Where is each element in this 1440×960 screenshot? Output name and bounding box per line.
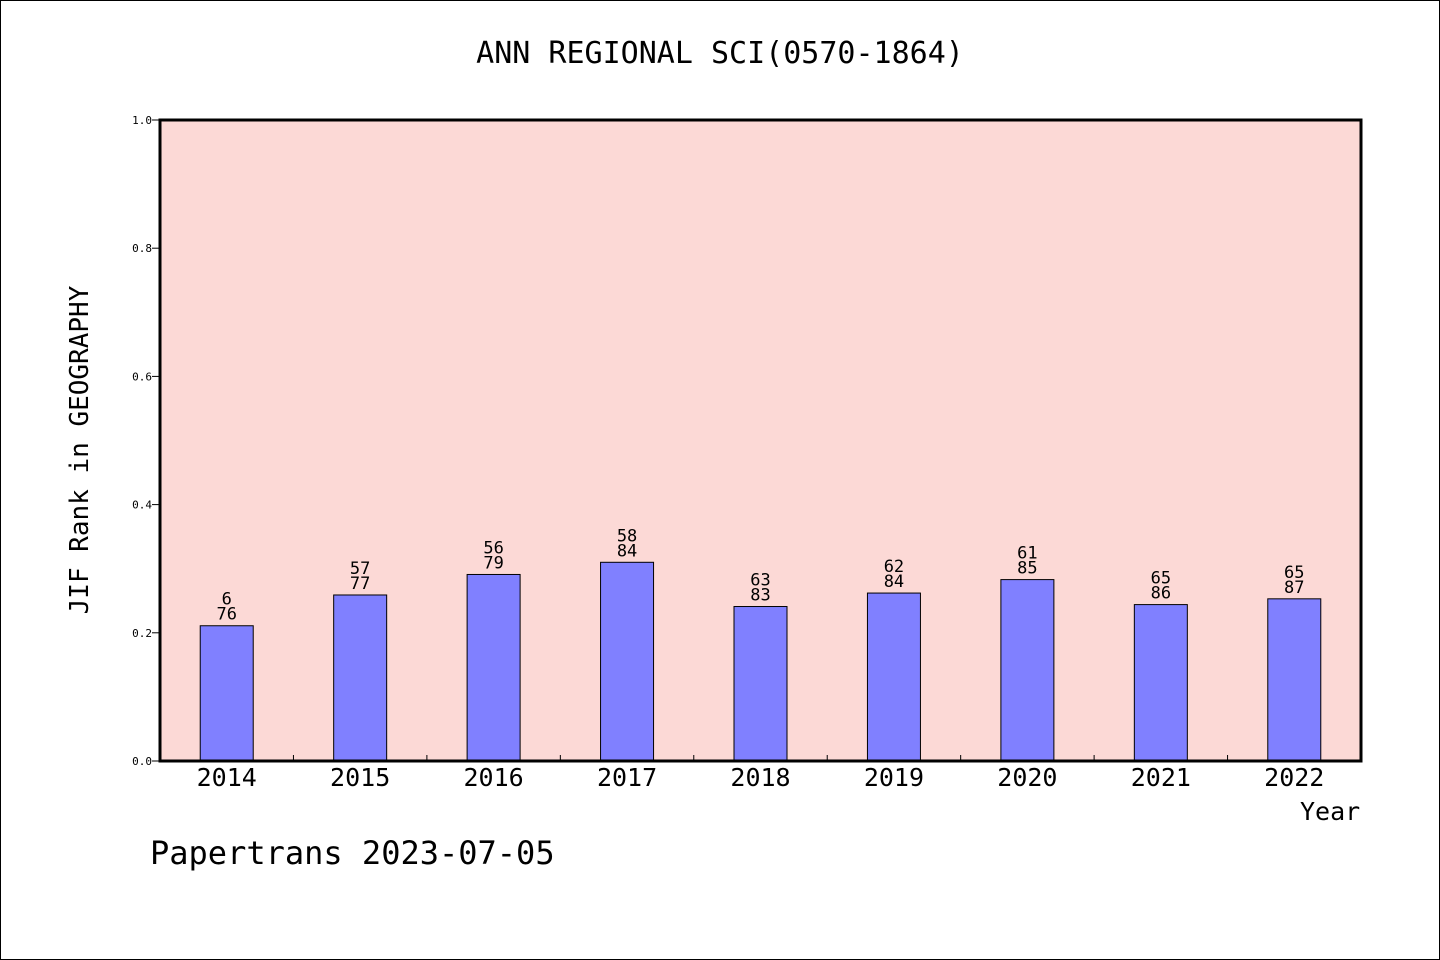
x-tick-label: 2018: [730, 763, 790, 792]
x-tick-label: 2020: [997, 763, 1057, 792]
bar-label-total: 84: [617, 541, 637, 561]
bar: [733, 606, 788, 762]
bar-label-rank: 65: [1284, 563, 1304, 583]
footer-credit: Papertrans 2023-07-05: [150, 834, 555, 872]
x-tick-label: 2021: [1131, 763, 1191, 792]
bar: [1133, 604, 1188, 762]
bar: [199, 625, 254, 762]
x-tick-label: 2022: [1264, 763, 1324, 792]
bar-label-total: 83: [750, 586, 770, 606]
plot-border: [158, 118, 1363, 763]
bar: [1000, 579, 1055, 762]
x-axis-label: Year: [1300, 797, 1361, 826]
bar-label-rank: 58: [617, 526, 637, 546]
bar-label-rank: 6: [222, 590, 232, 610]
bar-label-rank: 56: [483, 538, 503, 558]
y-tick-label: 0.6: [132, 370, 152, 383]
y-tick-label: 0.2: [132, 627, 152, 640]
x-tick-label: 2014: [197, 763, 257, 792]
bar-label-rank: 65: [1151, 569, 1171, 589]
bar: [333, 594, 388, 762]
bar: [600, 561, 655, 762]
y-tick-label: 0.8: [132, 242, 152, 255]
y-tick-label: 1.0: [132, 114, 152, 127]
x-tick-label: 2019: [864, 763, 924, 792]
bar-label-total: 79: [483, 553, 503, 573]
bar-label-total: 84: [884, 572, 904, 592]
bar-label-total: 85: [1017, 559, 1037, 579]
bar-label-total: 77: [350, 574, 370, 594]
bar-label-rank: 57: [350, 559, 370, 579]
bar-label-rank: 61: [1017, 544, 1037, 564]
chart-title: ANN REGIONAL SCI(0570-1864): [476, 36, 964, 71]
bar-label-rank: 62: [884, 557, 904, 577]
bar-label-total: 87: [1284, 578, 1304, 598]
bar-label-total: 76: [216, 605, 236, 625]
y-tick-label: 0.0: [132, 755, 152, 768]
x-tick-label: 2017: [597, 763, 657, 792]
bar: [866, 592, 921, 762]
bar: [1267, 598, 1322, 762]
y-tick-label: 0.4: [132, 499, 152, 512]
bar-label-total: 86: [1151, 584, 1171, 604]
x-tick-label: 2016: [464, 763, 524, 792]
x-tick-label: 2015: [330, 763, 390, 792]
bar: [466, 573, 521, 762]
bar-label-rank: 63: [750, 571, 770, 591]
